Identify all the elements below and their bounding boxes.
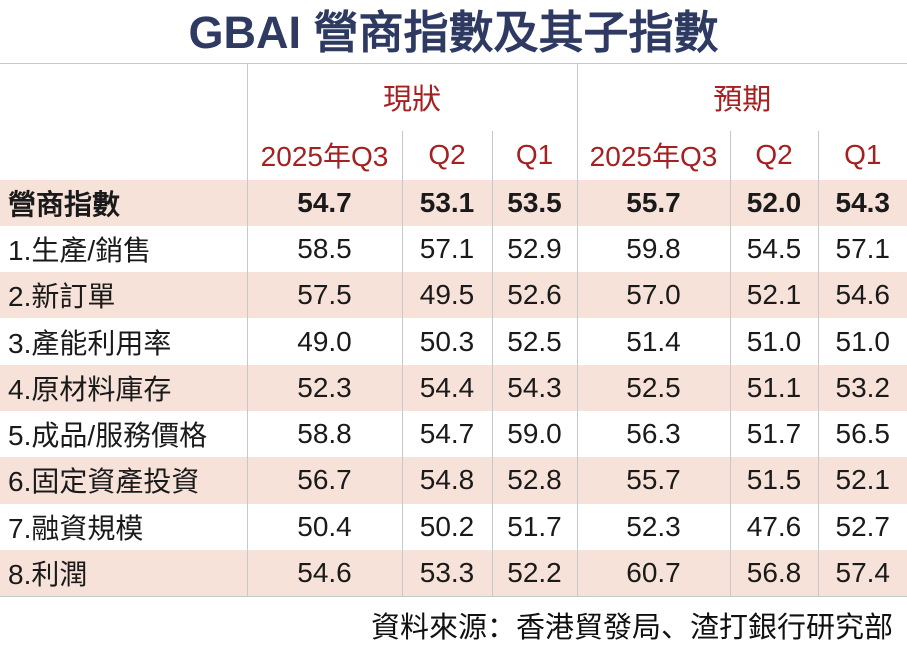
value-cell: 52.3 [576,503,730,550]
value-cell: 54.4 [401,364,492,411]
column-header-current-q2: Q2 [401,130,492,180]
value-cell: 52.1 [729,272,818,319]
group-label-expected: 預期 [576,63,907,131]
value-cell: 57.4 [817,549,907,597]
value-cell: 54.3 [817,179,907,226]
value-cell: 59.8 [576,225,730,273]
table-row: 8.利潤 54.6 53.3 52.2 60.7 56.8 57.4 [0,549,907,597]
value-cell: 51.0 [729,318,818,365]
value-cell: 58.8 [246,410,402,458]
table-row: 1.生產/銷售 58.5 57.1 52.9 59.8 54.5 57.1 [0,225,907,273]
row-label: 6.固定資產投資 [8,466,200,498]
row-label: 4.原材料庫存 [8,373,172,405]
value-cell: 53.1 [401,179,492,226]
corner-cell [0,131,247,180]
value-cell: 51.7 [491,503,577,550]
value-cell: 56.5 [817,410,907,458]
table-row: 7.融資規模 50.4 50.2 51.7 52.3 47.6 52.7 [0,503,907,550]
value-cell: 52.1 [817,457,907,504]
row-label: 5.成品/服務價格 [8,420,208,452]
value-cell: 50.2 [401,503,492,550]
value-cell: 51.7 [729,410,818,458]
group-label-current: 現狀 [246,63,577,131]
column-header-current-q1: Q1 [491,130,577,180]
value-cell: 57.5 [246,272,402,319]
value-cell: 57.1 [817,225,907,273]
page-title: GBAI 營商指數及其子指數 [188,7,719,58]
value-cell: 52.5 [491,318,577,365]
column-header-expected-q3: 2025年Q3 [576,130,730,180]
value-cell: 54.8 [401,457,492,504]
value-cell: 57.0 [576,272,730,319]
row-label: 8.利潤 [0,549,247,597]
value-cell: 51.0 [817,318,907,365]
table-body: 營商指數 54.7 53.1 53.5 55.7 52.0 54.3 1.生產/銷售 58.5 5… [0,179,907,597]
value-cell: 53.2 [817,364,907,411]
value-cell: 51.1 [729,364,818,411]
index-table: 現狀 預期 2025年Q3 Q2 Q1 2025年Q3 Q2 Q1 營商指數 54… [0,63,907,597]
value-cell: 54.7 [246,179,402,226]
table-row: 營商指數 54.7 53.1 53.5 55.7 52.0 54.3 [0,179,907,226]
value-cell: 54.3 [491,364,577,411]
value-cell: 54.6 [246,549,402,597]
value-cell: 59.0 [491,410,577,458]
column-header-expected-q1: Q1 [817,130,907,180]
value-cell: 50.3 [401,318,492,365]
value-cell: 52.0 [729,179,818,226]
column-header-current-q3: 2025年Q3 [246,130,402,180]
row-label: 1.生產/銷售 [8,234,152,266]
value-cell: 56.7 [246,457,402,504]
value-cell: 57.1 [401,225,492,273]
value-cell: 53.3 [401,549,492,597]
table-row: 5.成品/服務價格 58.8 54.7 59.0 56.3 51.7 56.5 [0,410,907,458]
column-header-row: 2025年Q3 Q2 Q1 2025年Q3 Q2 Q1 [0,130,907,180]
value-cell: 58.5 [246,225,402,273]
row-label: 7.融資規模 [8,512,144,544]
value-cell: 52.3 [246,364,402,411]
value-cell: 54.5 [729,225,818,273]
value-cell: 51.4 [576,318,730,365]
value-cell: 52.2 [491,549,577,597]
value-cell: 51.5 [729,457,818,504]
table-row: 4.原材料庫存 52.3 54.4 54.3 52.5 51.1 53.2 [0,364,907,411]
column-header-expected-q2: Q2 [729,130,818,180]
value-cell: 47.6 [729,503,818,550]
value-cell: 55.7 [576,457,730,504]
value-cell: 54.6 [817,272,907,319]
value-cell: 49.0 [246,318,402,365]
value-cell: 52.8 [491,457,577,504]
row-label: 3.產能利用率 [8,327,172,359]
group-header-row: 現狀 預期 [0,63,907,131]
table-row: 6.固定資產投資 56.7 54.8 52.8 55.7 51.5 52.1 [0,457,907,504]
value-cell: 56.8 [729,549,818,597]
row-label: 2.新訂單 [8,281,116,313]
value-cell: 52.6 [491,272,577,319]
value-cell: 50.4 [246,503,402,550]
value-cell: 53.5 [491,179,577,226]
source-note: 資料來源：香港貿發局、渣打銀行研究部 [370,611,893,644]
table-row: 3.產能利用率 49.0 50.3 52.5 51.4 51.0 51.0 [0,318,907,365]
value-cell: 52.9 [491,225,577,273]
value-cell: 60.7 [576,549,730,597]
value-cell: 49.5 [401,272,492,319]
table-row: 2.新訂單 57.5 49.5 52.6 57.0 52.1 54.6 [0,272,907,319]
corner-cell [0,64,247,131]
value-cell: 54.7 [401,410,492,458]
value-cell: 55.7 [576,179,730,226]
value-cell: 56.3 [576,410,730,458]
value-cell: 52.5 [576,364,730,411]
value-cell: 52.7 [817,503,907,550]
row-label: 營商指數 [8,188,121,220]
